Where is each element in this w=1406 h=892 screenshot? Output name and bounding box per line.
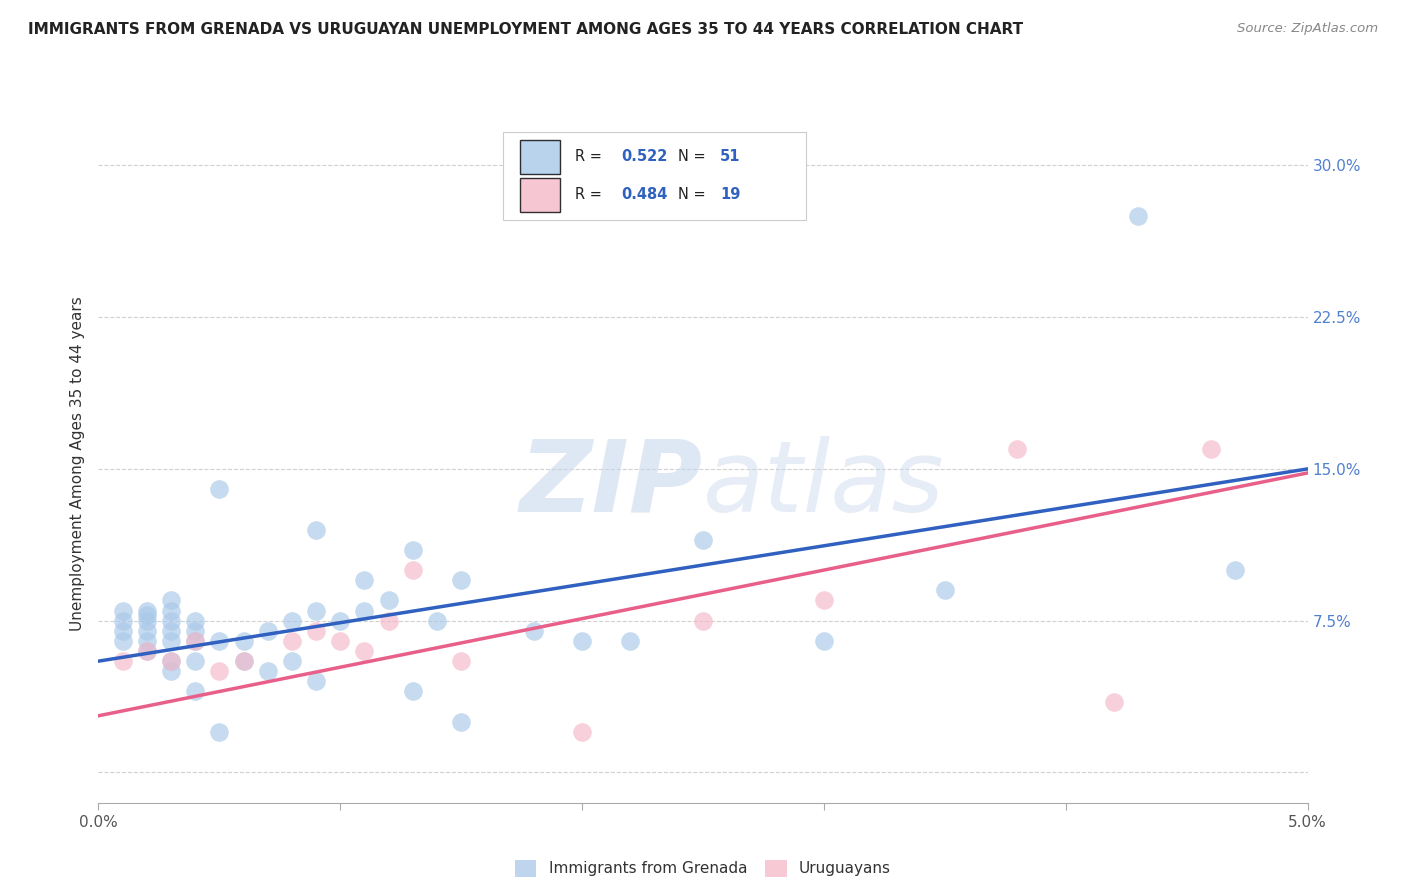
Point [111,603,134,617]
Point [305,603,328,617]
Point [160,634,183,648]
Point [160,624,183,638]
Point [111,634,134,648]
Point [184,624,207,638]
Point [256,665,278,679]
Point [402,542,425,557]
Point [160,603,183,617]
Point [305,523,328,537]
Point [377,614,399,628]
Point [111,654,134,668]
Text: atlas: atlas [703,435,945,533]
Point [184,634,207,648]
Point [426,614,449,628]
Point [353,603,375,617]
FancyBboxPatch shape [520,178,561,211]
Point [813,634,835,648]
Text: R =: R = [575,187,606,202]
Point [450,573,472,587]
Point [934,583,956,598]
Y-axis label: Unemployment Among Ages 35 to 44 years: Unemployment Among Ages 35 to 44 years [69,296,84,632]
Point [135,644,157,658]
Point [160,654,183,668]
Point [353,573,375,587]
FancyBboxPatch shape [503,132,806,219]
Point [619,634,641,648]
Text: 0.484: 0.484 [621,187,668,202]
Point [1007,442,1029,456]
Point [281,634,304,648]
Point [160,614,183,628]
Point [1128,209,1150,223]
Point [305,624,328,638]
Point [184,614,207,628]
Point [523,624,546,638]
Text: ZIP: ZIP [520,435,703,533]
Point [160,665,183,679]
Point [232,654,254,668]
Point [1199,442,1222,456]
Point [402,563,425,577]
Point [111,624,134,638]
Point [571,634,593,648]
Point [160,654,183,668]
Point [208,725,231,739]
Point [184,654,207,668]
Point [184,684,207,698]
Text: N =: N = [678,150,710,164]
Point [135,603,157,617]
Point [571,725,593,739]
Point [329,614,352,628]
Point [377,593,399,607]
Text: N =: N = [678,187,710,202]
Point [208,482,231,496]
FancyBboxPatch shape [520,140,561,174]
Point [208,665,231,679]
Point [402,684,425,698]
Point [184,634,207,648]
Point [135,624,157,638]
Point [281,654,304,668]
Text: IMMIGRANTS FROM GRENADA VS URUGUAYAN UNEMPLOYMENT AMONG AGES 35 TO 44 YEARS CORR: IMMIGRANTS FROM GRENADA VS URUGUAYAN UNE… [28,22,1024,37]
Text: 51: 51 [720,150,741,164]
Point [135,634,157,648]
Text: 19: 19 [720,187,741,202]
Legend: Immigrants from Grenada, Uruguayans: Immigrants from Grenada, Uruguayans [509,854,897,883]
Point [160,593,183,607]
Text: Source: ZipAtlas.com: Source: ZipAtlas.com [1237,22,1378,36]
Point [692,614,714,628]
Point [281,614,304,628]
Point [305,674,328,689]
Point [208,634,231,648]
Point [329,634,352,648]
Point [450,714,472,729]
Point [135,607,157,622]
Point [232,654,254,668]
Point [692,533,714,547]
Text: R =: R = [575,150,606,164]
Point [1102,695,1125,709]
Point [256,624,278,638]
Point [135,644,157,658]
Point [1223,563,1246,577]
Point [135,614,157,628]
Text: 0.522: 0.522 [621,150,668,164]
Point [111,614,134,628]
Point [353,644,375,658]
Point [232,634,254,648]
Point [813,593,835,607]
Point [450,654,472,668]
